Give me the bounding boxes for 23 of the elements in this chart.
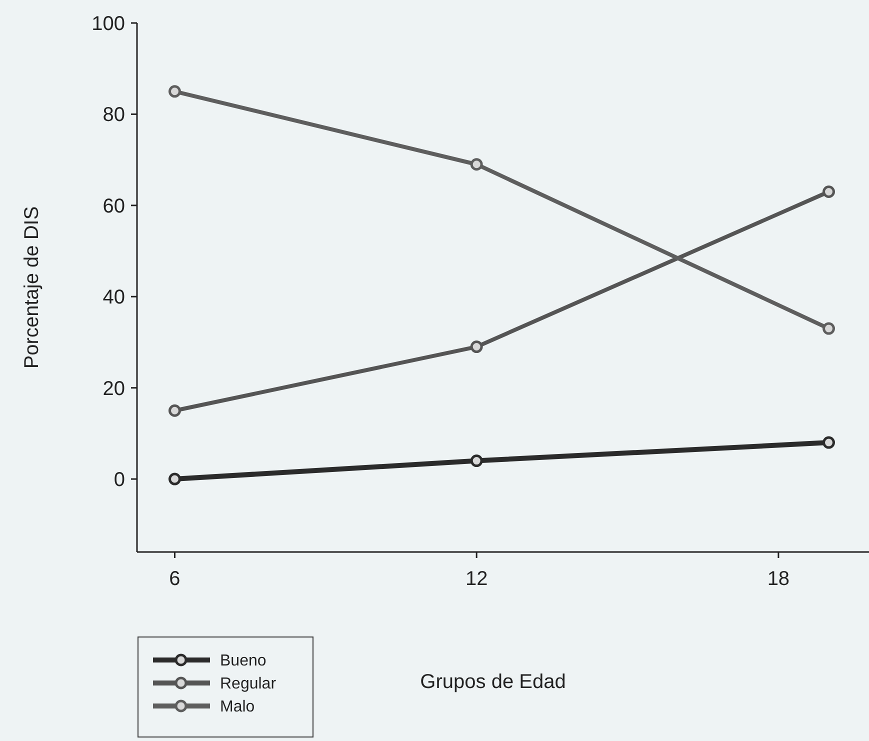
x-axis-title: Grupos de Edad xyxy=(420,671,566,693)
point xyxy=(168,472,181,486)
y-axis-title: Porcentaje de DIS xyxy=(21,206,43,369)
point xyxy=(168,404,181,417)
y-tick-label: 0 xyxy=(114,469,125,492)
y-tick-label: 80 xyxy=(102,104,125,126)
y-tick-label: 60 xyxy=(102,195,125,218)
legend-label: Regular xyxy=(220,676,277,693)
y-tick-label: 100 xyxy=(92,13,125,35)
legend-label: Malo xyxy=(220,698,255,716)
point xyxy=(470,340,483,354)
point xyxy=(822,436,836,449)
point xyxy=(822,185,836,198)
x-tick-label: 18 xyxy=(767,568,790,590)
legend-label: Bueno xyxy=(220,652,266,670)
point xyxy=(168,85,181,98)
x-tick-label: 6 xyxy=(169,568,180,590)
point xyxy=(470,454,483,468)
y-tick-label: 40 xyxy=(102,286,125,309)
x-tick-label: 12 xyxy=(465,568,488,590)
point xyxy=(470,158,483,171)
point xyxy=(822,322,836,335)
y-tick-label: 20 xyxy=(102,378,125,400)
